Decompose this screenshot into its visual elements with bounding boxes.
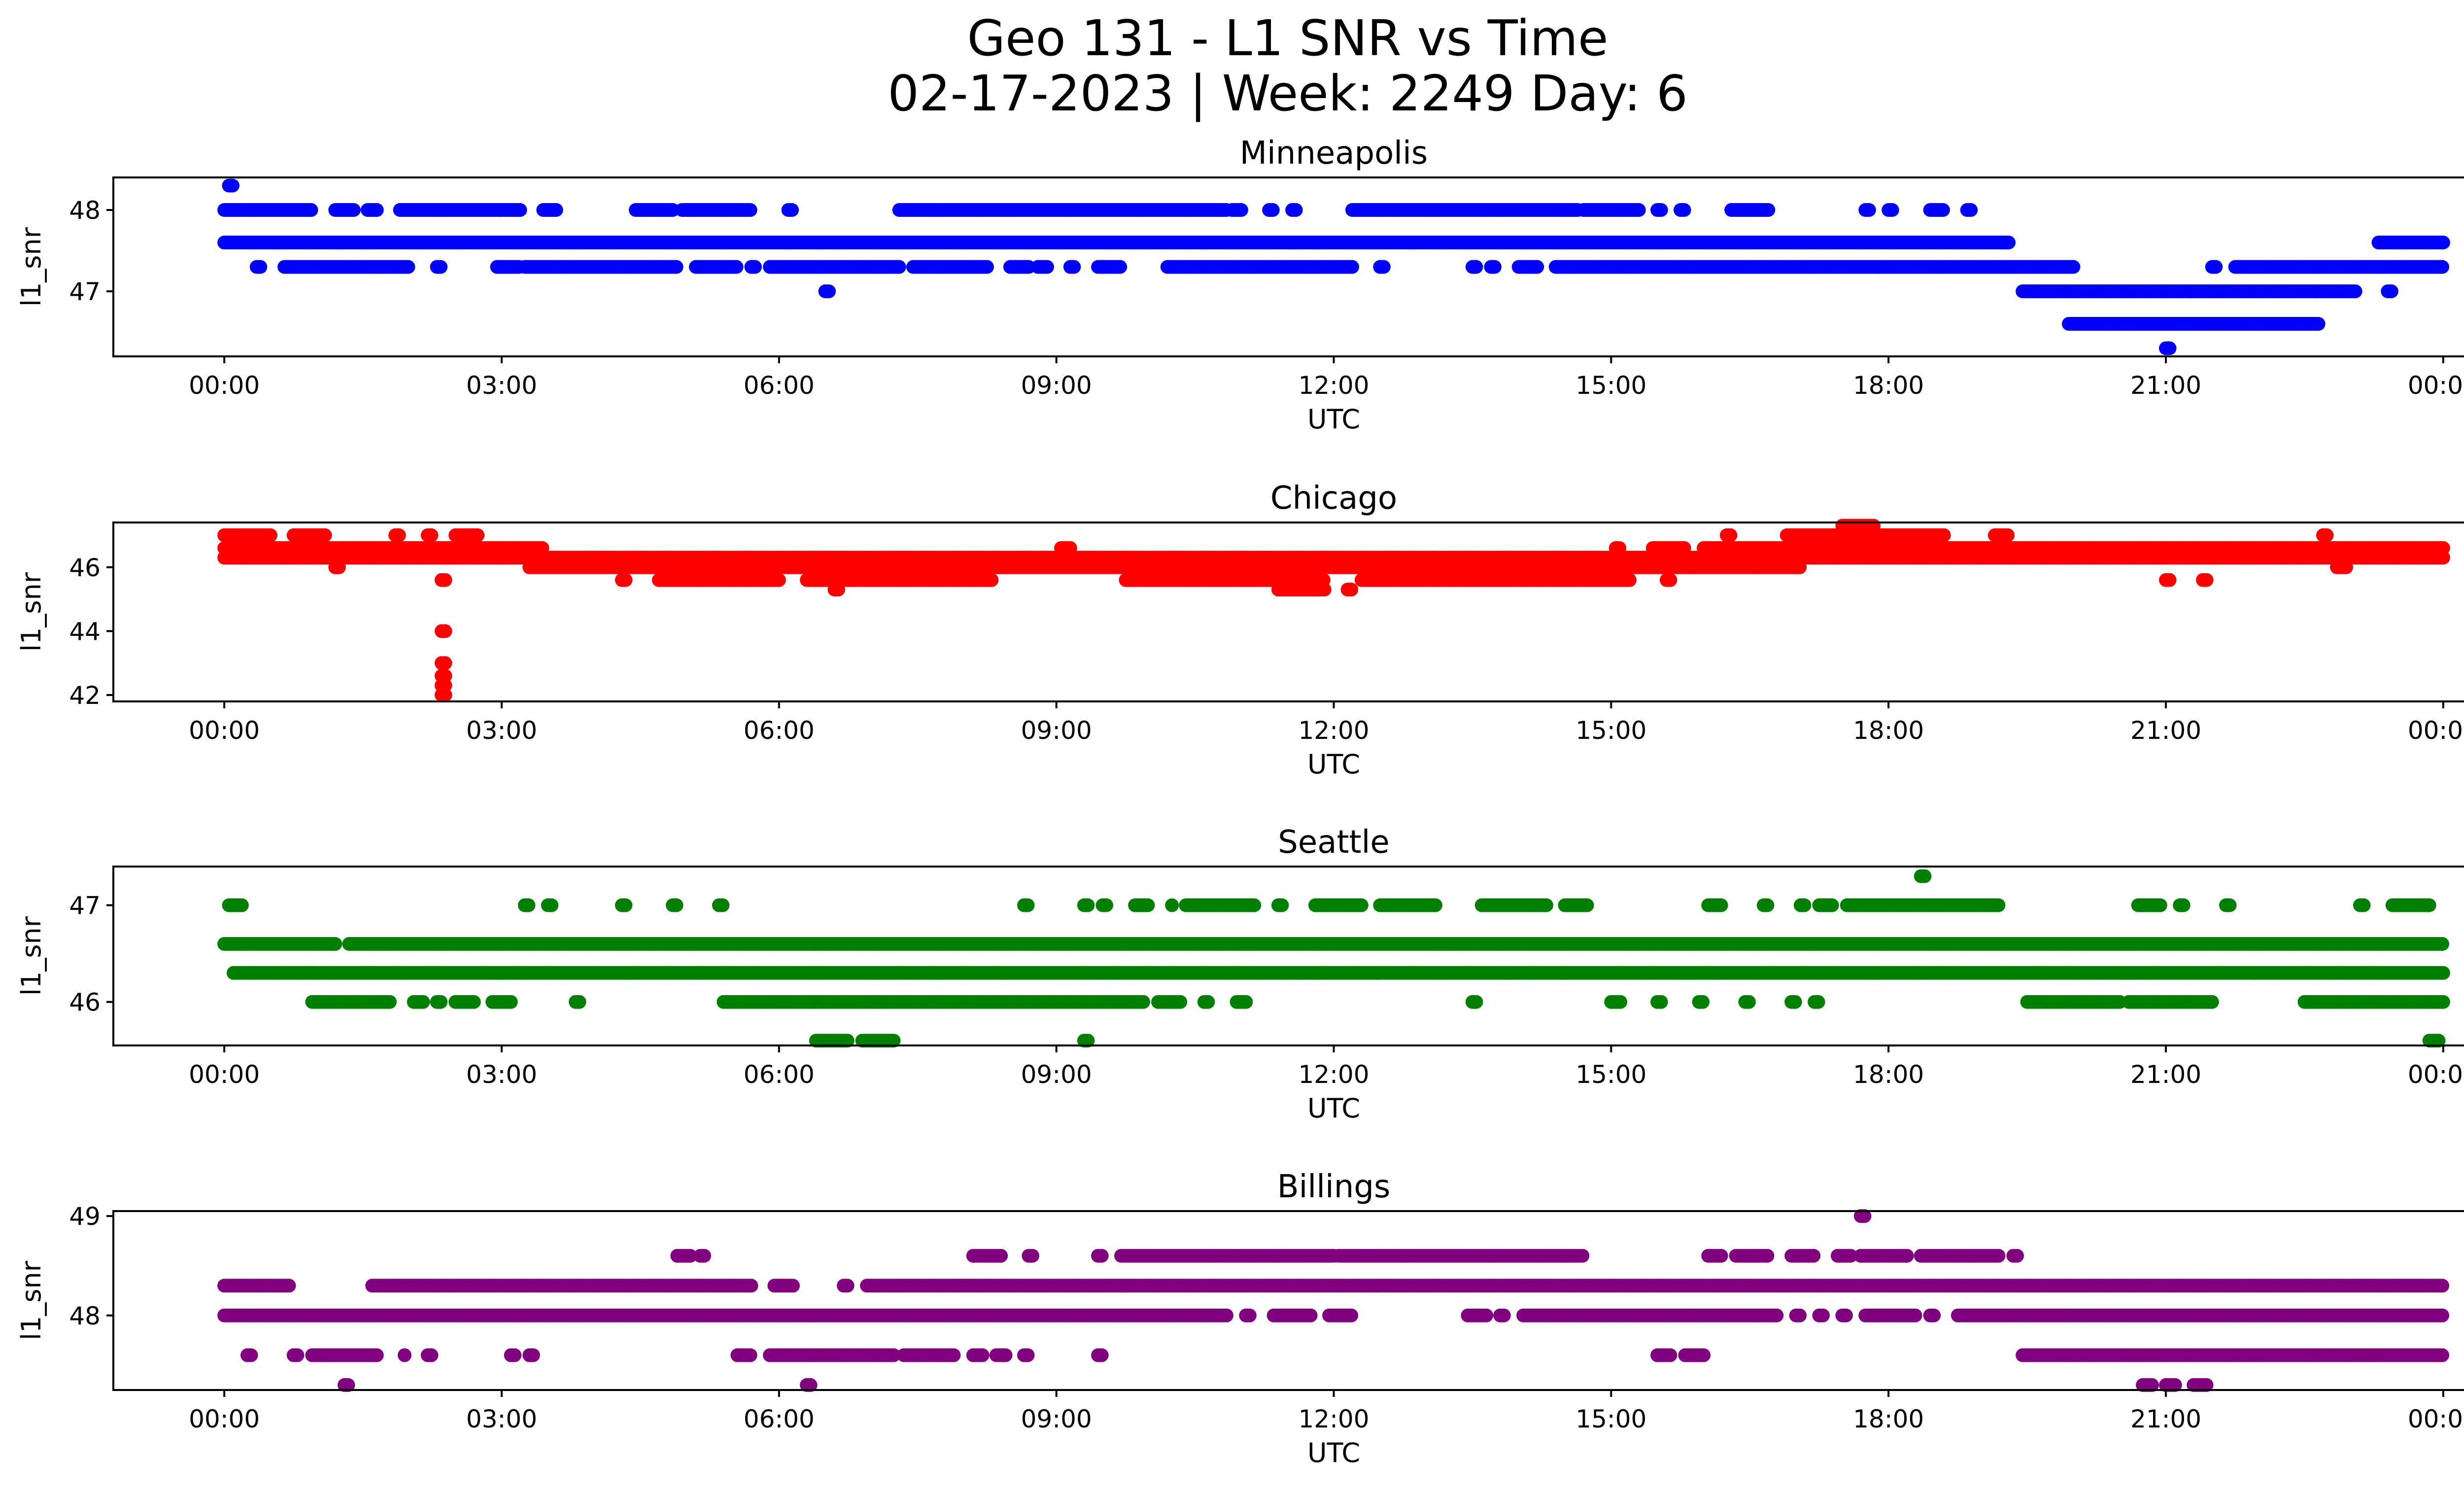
data-points	[217, 519, 2450, 702]
data-point	[424, 528, 439, 542]
data-point	[2002, 236, 2016, 249]
data-point	[669, 260, 684, 274]
data-point	[1677, 203, 1691, 217]
data-point	[2162, 341, 2177, 355]
data-point	[2209, 260, 2223, 274]
data-point	[401, 260, 415, 274]
data-point	[1936, 203, 1950, 217]
data-point	[2384, 284, 2398, 298]
x-tick-label: 03:00	[466, 371, 537, 400]
data-points	[217, 178, 2450, 355]
data-point	[318, 528, 332, 542]
data-point	[2066, 260, 2081, 274]
data-point	[1487, 260, 1502, 274]
data-point	[1345, 260, 1359, 274]
data-point	[434, 260, 448, 274]
data-point	[1234, 203, 1248, 217]
x-tick-label: 00:00	[189, 371, 260, 400]
subplot-title: Chicago	[1270, 480, 1397, 517]
data-point	[1632, 203, 1646, 217]
x-tick-label: 18:00	[1853, 371, 1924, 400]
data-point	[1885, 203, 1899, 217]
x-tick-label: 15:00	[1575, 371, 1646, 400]
data-point	[1723, 528, 1738, 542]
data-point	[513, 203, 527, 217]
data-point	[1937, 528, 1951, 542]
data-point	[2435, 260, 2449, 274]
x-axis-label: UTC	[1307, 404, 1360, 435]
data-point	[1040, 260, 1054, 274]
data-point	[1376, 260, 1391, 274]
data-point	[892, 260, 906, 274]
y-axis-label: l1_snr	[16, 227, 47, 307]
x-tick-label: 00:00	[2408, 371, 2464, 400]
x-tick-label: 06:00	[744, 371, 815, 400]
data-point	[2320, 528, 2334, 542]
data-point	[748, 260, 762, 274]
data-point	[1067, 260, 1081, 274]
data-point	[370, 203, 384, 217]
data-point	[549, 203, 563, 217]
data-point	[2436, 236, 2450, 249]
data-point	[2001, 528, 2015, 542]
data-point	[2348, 284, 2362, 298]
y-tick-label: 48	[69, 196, 101, 225]
data-point	[1761, 203, 1776, 217]
figure-title: Geo 131 - L1 SNR vs Time	[967, 9, 1608, 67]
data-point	[2311, 317, 2326, 331]
data-point	[980, 260, 994, 274]
data-point	[1266, 203, 1280, 217]
data-point	[1469, 260, 1483, 274]
data-point	[392, 528, 406, 542]
data-point	[1113, 260, 1128, 274]
data-point	[263, 528, 277, 542]
data-point	[1289, 203, 1303, 217]
subplot-title: Minneapolis	[1240, 135, 1428, 172]
x-tick-label: 12:00	[1298, 371, 1369, 400]
data-point	[1530, 260, 1544, 274]
subplot-minneapolis: Minneapolis 00:00 03:00 06:00 09:00 12:00 15:0…	[16, 135, 2464, 435]
data-point	[346, 203, 361, 217]
data-point	[729, 260, 744, 274]
data-point	[253, 260, 268, 274]
data-point	[1654, 203, 1668, 217]
data-point	[471, 528, 485, 542]
data-point	[304, 203, 318, 217]
figure-subtitle: 02-17-2023 | Week: 2249 Day: 6	[888, 65, 1688, 122]
data-point	[1862, 203, 1876, 217]
x-tick-label: 21:00	[2130, 371, 2201, 400]
data-point	[743, 203, 757, 217]
data-point	[822, 284, 836, 298]
data-point	[1964, 203, 1978, 217]
x-tick-label: 09:00	[1021, 371, 1092, 400]
data-point	[226, 178, 240, 193]
data-point	[2436, 551, 2450, 565]
data-point	[785, 203, 799, 217]
y-tick-label: 47	[69, 278, 101, 306]
data-point	[332, 560, 346, 574]
